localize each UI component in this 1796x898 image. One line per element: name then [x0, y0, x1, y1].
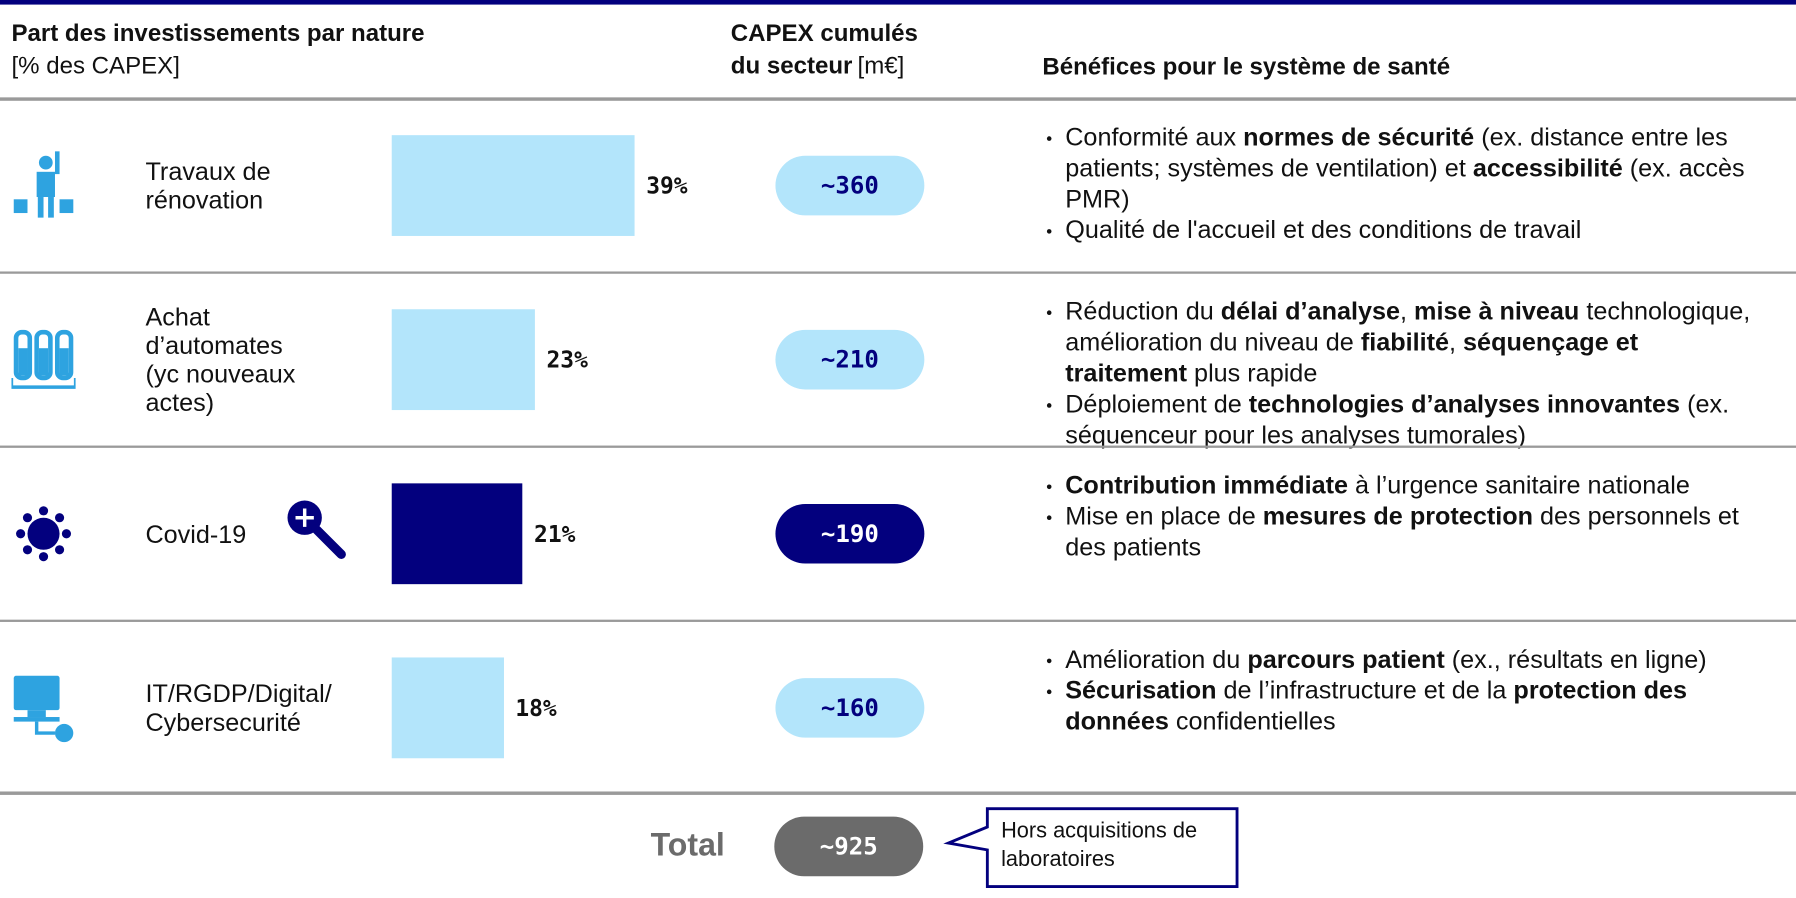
row-icon — [11, 674, 75, 748]
bar — [391, 309, 536, 411]
capex-pill: ~190 — [775, 503, 925, 564]
magnifier-icon — [286, 499, 350, 569]
benefit-text: fiabilité — [1360, 327, 1450, 357]
benefit-text: Contribution immédiate — [1065, 470, 1349, 500]
capex-pill: ~160 — [775, 678, 925, 738]
benefit-text: normes de sécurité — [1243, 122, 1475, 152]
benefit-text: technologique, amélioration du niveau de — [1065, 296, 1751, 357]
col3-title: Bénéfices pour le système de santé — [1042, 53, 1451, 81]
benefit-text: Amélioration du — [1065, 644, 1248, 674]
top-rule — [0, 0, 1796, 5]
row-label-line: actes) — [145, 388, 215, 417]
benefit-text: des personnels et des patients — [1065, 501, 1739, 562]
benefit-text: , — [1400, 296, 1415, 326]
col1-title: Part des investissements par nature — [11, 20, 425, 47]
col2-title: CAPEX cumulés — [730, 20, 918, 47]
share-label: 21% — [534, 520, 576, 548]
benefit-text: (ex. accès PMR) — [1065, 153, 1745, 214]
benefit-item: Réduction du délai d’analyse, mise à niv… — [1045, 296, 1767, 389]
row-label-line: Cybersecurité — [145, 707, 301, 737]
benefit-text: (ex. distance entre les patients; systèm… — [1065, 122, 1728, 183]
benefit-text: technologies d’analyses innovantes — [1248, 389, 1681, 419]
row-label-line: Covid-19 — [145, 519, 247, 549]
row-rule — [0, 619, 1796, 622]
benefit-item: Sécurisation de l’infrastructure et de l… — [1045, 675, 1767, 737]
bar — [391, 135, 635, 236]
benefit-text: confidentielles — [1168, 706, 1336, 736]
col2-unit: [m€] — [857, 52, 905, 80]
benefit-text: Sécurisation — [1065, 675, 1217, 705]
callout-shape — [943, 807, 1239, 888]
benefit-text: Déploiement de — [1065, 389, 1249, 419]
benefits: Conformité aux normes de sécurité (ex. d… — [1045, 121, 1767, 245]
row-icon — [9, 325, 78, 399]
benefit-text: mesures de protection — [1262, 501, 1534, 531]
benefit-item: Déploiement de technologies d’analyses i… — [1045, 388, 1767, 450]
col1-unit: [% des CAPEX] — [11, 52, 180, 80]
benefit-item: Qualité de l'accueil et des conditions d… — [1045, 214, 1767, 245]
capex-pill: ~360 — [775, 155, 925, 216]
benefit-text: Mise en place de — [1065, 501, 1263, 531]
benefit-item: Conformité aux normes de sécurité (ex. d… — [1045, 121, 1767, 214]
benefit-text: à l’urgence sanitaire nationale — [1348, 470, 1690, 500]
share-label: 39% — [646, 171, 688, 200]
total-label: Total — [650, 826, 725, 863]
bar — [391, 657, 504, 759]
row-label-line: Travaux de — [145, 156, 271, 186]
benefit-text: de l’infrastructure et de la — [1216, 675, 1514, 705]
benefit-text: protection des données — [1065, 675, 1688, 736]
benefit-text: (ex. séquenceur pour les analyses tumora… — [1065, 389, 1730, 450]
row-label-line: (yc nouveaux — [145, 359, 296, 389]
benefit-text: mise à niveau — [1414, 296, 1580, 326]
row-label: Achat d’automates (yc nouveaux actes) — [145, 302, 295, 417]
row-label-line: d’automates — [145, 331, 283, 360]
benefit-item: Contribution immédiate à l’urgence sanit… — [1045, 470, 1767, 501]
header-rule — [0, 97, 1796, 101]
callout-note: Hors acquisitions de laboratoires — [1001, 818, 1198, 872]
row-rule — [0, 271, 1796, 274]
col2-sub: du secteur — [730, 52, 853, 80]
share-label: 18% — [515, 694, 557, 722]
total-pill: ~925 — [774, 816, 924, 877]
benefit-text: , — [1449, 327, 1464, 357]
row-label-line: rénovation — [145, 185, 264, 215]
benefit-text: parcours patient — [1247, 644, 1445, 674]
row-label: Travaux de rénovation — [145, 157, 270, 214]
benefits: Contribution immédiate à l’urgence sanit… — [1045, 470, 1767, 563]
row-label: Covid-19 — [145, 519, 246, 548]
share-label: 23% — [546, 345, 588, 374]
capex-pill: ~210 — [775, 329, 925, 390]
row-label-line: Achat — [145, 302, 210, 332]
row-label-line: IT/RGDP/Digital/ — [145, 679, 332, 708]
benefit-text: accessibilité — [1472, 153, 1623, 183]
benefits: Réduction du délai d’analyse, mise à niv… — [1045, 296, 1767, 451]
benefit-text: plus rapide — [1187, 358, 1318, 388]
benefits: Amélioration du parcours patient (ex., r… — [1045, 644, 1767, 737]
row-rule — [0, 445, 1796, 448]
benefit-text: (ex., résultats en ligne) — [1444, 644, 1707, 674]
benefit-text: Qualité de l'accueil et des conditions d… — [1065, 215, 1582, 244]
benefit-text: Conformité aux — [1065, 122, 1244, 152]
benefit-item: Amélioration du parcours patient (ex., r… — [1045, 644, 1767, 675]
benefit-item: Mise en place de mesures de protection d… — [1045, 501, 1767, 563]
bottom-rule — [0, 791, 1796, 795]
benefit-text: délai d’analyse — [1220, 296, 1401, 326]
col2-sub-wrap: du secteur [m€] — [731, 53, 905, 80]
benefit-text: séquençage et traitement — [1065, 327, 1639, 388]
row-icon — [11, 151, 75, 225]
benefit-text: Réduction du — [1065, 296, 1221, 326]
row-label: IT/RGDP/Digital/Cybersecurité — [145, 679, 331, 736]
bar — [391, 483, 523, 585]
row-icon — [11, 499, 75, 573]
